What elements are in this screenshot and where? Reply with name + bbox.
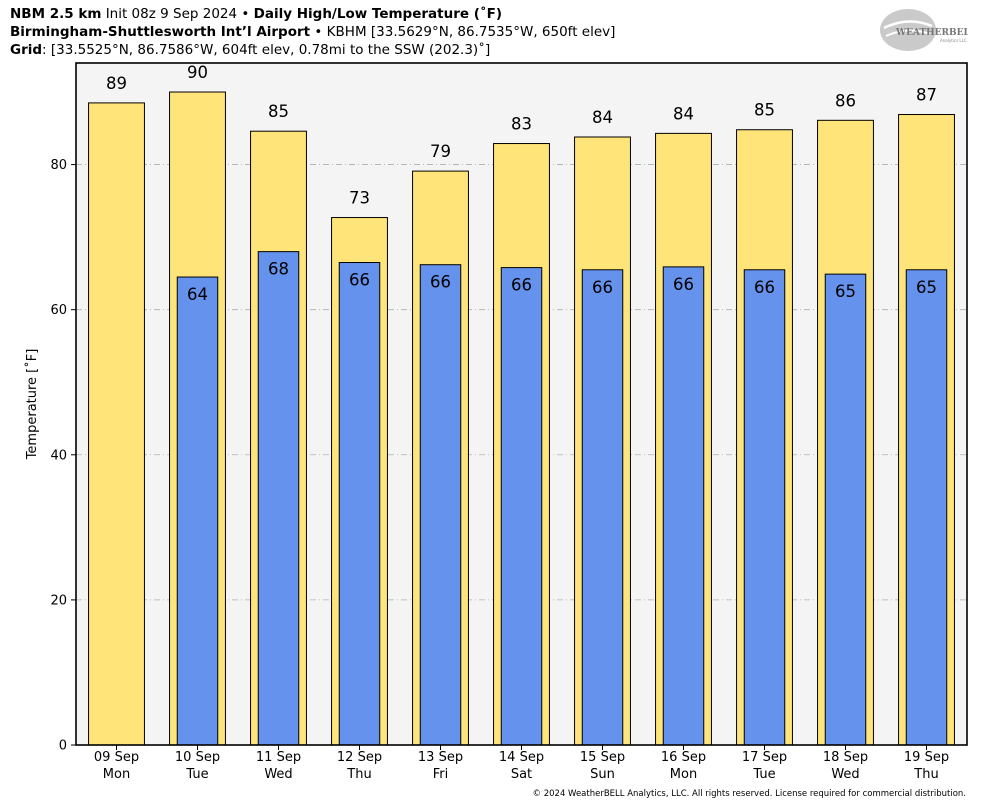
low-value-label: 66: [754, 278, 775, 297]
high-value-label: 86: [835, 91, 856, 110]
header-line-1: NBM 2.5 km Init 08z 9 Sep 2024 • Daily H…: [10, 5, 502, 23]
value-labels: 89 90 64 85 68 73 66 79 66 83 66 84 66 84 66 85 66 86 65 87…: [106, 63, 937, 304]
low-value-label: 65: [835, 282, 856, 301]
high-value-label: 85: [754, 101, 775, 120]
low-value-label: 65: [916, 278, 937, 297]
y-tick-label: 0: [59, 739, 67, 754]
low-bar: [257, 251, 300, 746]
copyright-notice: © 2024 WeatherBELL Analytics, LLC. All r…: [532, 789, 966, 799]
x-tick-day: Mon: [670, 767, 697, 782]
x-tick-date: 18 Sep: [823, 750, 868, 765]
low-bar: [662, 266, 705, 746]
low-value-label: 68: [268, 260, 289, 279]
high-value-label: 87: [916, 86, 937, 105]
y-axis-label: Temperature [˚F]: [24, 349, 40, 461]
x-tick-date: 10 Sep: [175, 750, 220, 765]
x-tick-date: 12 Sep: [337, 750, 382, 765]
high-value-label: 84: [673, 104, 694, 123]
low-bar: [743, 269, 786, 746]
y-tick-label: 20: [50, 593, 67, 608]
x-tick-day: Thu: [913, 767, 938, 782]
x-tick-day: Tue: [752, 767, 775, 782]
low-bar: [581, 269, 624, 746]
x-tick-date: 15 Sep: [580, 750, 625, 765]
low-value-label: 66: [592, 278, 613, 297]
chart-title: Daily High/Low Temperature (˚F): [253, 6, 503, 22]
grid-label: Grid: [10, 42, 43, 58]
high-value-label: 90: [187, 63, 208, 82]
high-value-label: 73: [349, 189, 370, 208]
high-value-label: 83: [511, 115, 532, 134]
x-tick-date: 09 Sep: [94, 750, 139, 765]
x-tick-day: Mon: [103, 767, 130, 782]
header-line-3: Grid: [33.5525°N, 86.7586°W, 604ft elev,…: [10, 41, 490, 59]
x-tick-day: Fri: [433, 767, 449, 782]
separator: •: [241, 6, 250, 22]
y-tick-label: 60: [50, 303, 67, 318]
separator: •: [314, 24, 323, 40]
x-tick-day: Wed: [264, 767, 292, 782]
model-name: NBM 2.5 km: [10, 6, 102, 22]
x-tick-date: 13 Sep: [418, 750, 463, 765]
weatherbell-logo: WEATHERBELL Analytics LLC: [880, 9, 968, 51]
low-bar: [824, 273, 867, 746]
header-line-2: Birmingham-Shuttlesworth Int’l Airport •…: [10, 23, 615, 41]
low-value-label: 66: [430, 273, 451, 292]
logo-subtext: Analytics LLC: [940, 38, 967, 43]
low-value-label: 66: [673, 275, 694, 294]
x-tick-date: 16 Sep: [661, 750, 706, 765]
low-value-label: 64: [187, 285, 208, 304]
x-tick-date: 11 Sep: [256, 750, 301, 765]
station-info: KBHM [33.5629°N, 86.7535°W, 650ft elev]: [326, 24, 616, 40]
x-tick-date: 19 Sep: [904, 750, 949, 765]
y-tick-label: 80: [50, 158, 67, 173]
x-tick-day: Sat: [511, 767, 532, 782]
low-bar: [500, 267, 543, 746]
y-tick-label: 40: [50, 448, 67, 463]
low-bar: [905, 269, 948, 746]
high-value-label: 85: [268, 102, 289, 121]
x-tick-date: 14 Sep: [499, 750, 544, 765]
low-bar: [338, 262, 381, 746]
high-value-label: 89: [106, 74, 127, 93]
logo-text: WEATHERBELL: [895, 28, 968, 38]
low-value-label: 66: [511, 276, 532, 295]
init-time: Init 08z 9 Sep 2024: [105, 6, 238, 22]
low-temperature-bars: [176, 251, 948, 746]
station-name: Birmingham-Shuttlesworth Int’l Airport: [10, 24, 311, 40]
x-tick-day: Wed: [831, 767, 859, 782]
low-value-label: 66: [349, 271, 370, 290]
low-bar: [419, 264, 462, 746]
grid-info: : [33.5525°N, 86.7586°W, 604ft elev, 0.7…: [42, 42, 491, 58]
high-value-label: 79: [430, 142, 451, 161]
high-value-label: 84: [592, 108, 613, 127]
low-bar: [176, 276, 219, 746]
high-bar: [88, 102, 145, 746]
axes: 0 20 40 60 80 09 Sep Mon 10 Sep Tue 11 Sep Wed 12 S…: [50, 158, 949, 782]
x-tick-day: Tue: [185, 767, 208, 782]
x-tick-day: Thu: [346, 767, 371, 782]
x-tick-day: Sun: [590, 767, 615, 782]
x-tick-date: 17 Sep: [742, 750, 787, 765]
